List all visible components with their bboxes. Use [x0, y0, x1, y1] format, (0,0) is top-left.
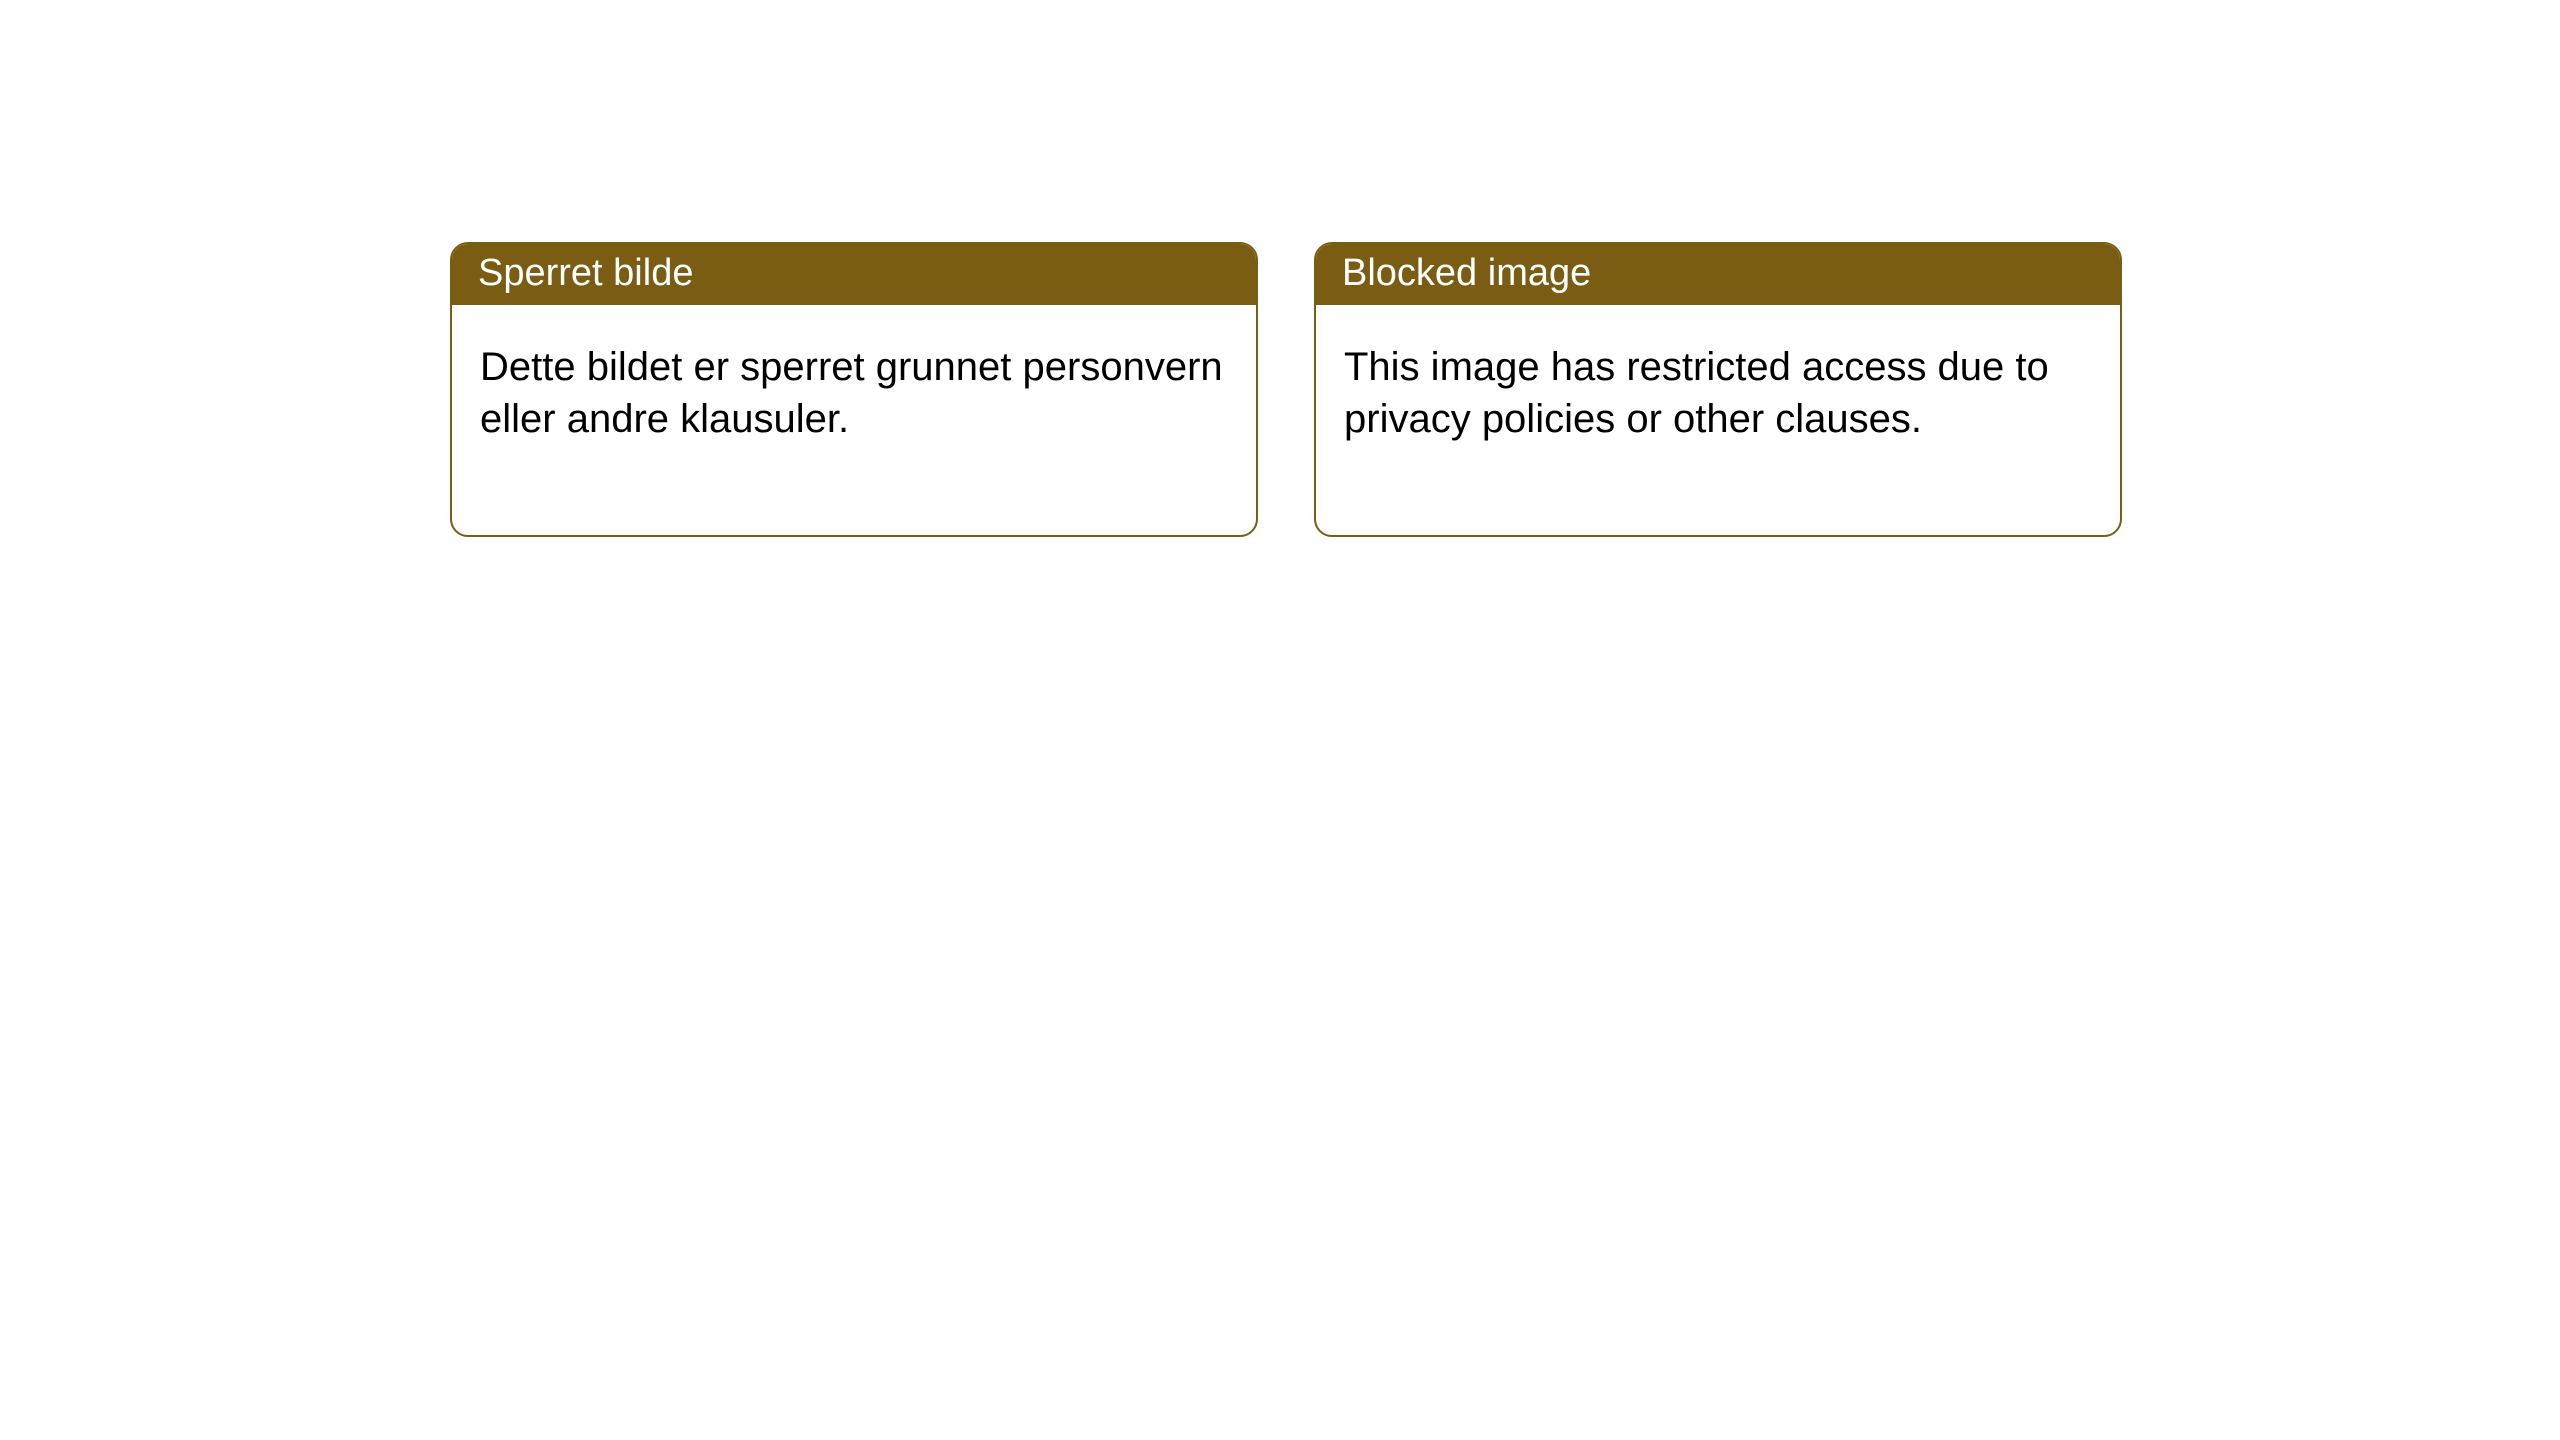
- notice-card-body: This image has restricted access due to …: [1316, 305, 2120, 535]
- notice-card-title: Sperret bilde: [452, 244, 1256, 305]
- notice-card-title: Blocked image: [1316, 244, 2120, 305]
- notice-container: Sperret bilde Dette bildet er sperret gr…: [0, 0, 2560, 537]
- notice-card-norwegian: Sperret bilde Dette bildet er sperret gr…: [450, 242, 1258, 537]
- notice-card-body: Dette bildet er sperret grunnet personve…: [452, 305, 1256, 535]
- notice-card-english: Blocked image This image has restricted …: [1314, 242, 2122, 537]
